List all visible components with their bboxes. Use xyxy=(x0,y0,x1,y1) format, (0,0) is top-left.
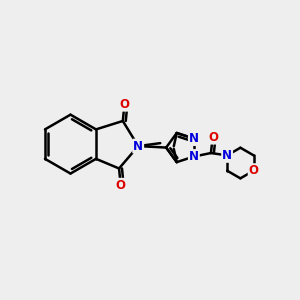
Text: N: N xyxy=(189,132,199,145)
Text: N: N xyxy=(222,149,232,162)
Text: O: O xyxy=(208,130,219,144)
Text: O: O xyxy=(116,179,125,192)
Text: O: O xyxy=(249,164,259,177)
Text: O: O xyxy=(119,98,129,111)
Text: N: N xyxy=(189,150,199,163)
Text: N: N xyxy=(133,140,143,153)
